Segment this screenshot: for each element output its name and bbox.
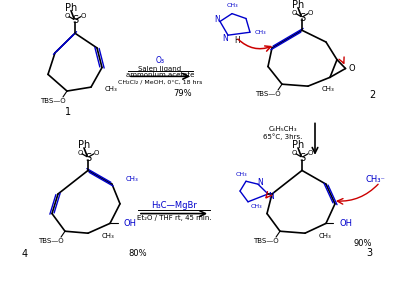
Text: CH₃: CH₃: [254, 30, 266, 35]
Text: Et₂O / THF rt, 45 min.: Et₂O / THF rt, 45 min.: [137, 215, 211, 220]
Text: CH₃: CH₃: [102, 233, 115, 239]
Text: C₆H₅CH₃: C₆H₅CH₃: [269, 126, 297, 132]
Text: 1: 1: [65, 107, 71, 117]
Text: CH₃: CH₃: [226, 3, 238, 8]
Text: TBS—O: TBS—O: [40, 98, 66, 104]
Text: TBS—O: TBS—O: [38, 238, 64, 244]
Text: O: O: [93, 150, 99, 156]
Text: O: O: [64, 13, 70, 19]
Text: 4: 4: [22, 249, 28, 259]
Text: ammonium acetate: ammonium acetate: [126, 72, 194, 78]
Text: CH₃: CH₃: [235, 172, 247, 177]
Text: S: S: [299, 153, 305, 163]
Text: CH₃: CH₃: [322, 86, 335, 92]
Text: TBS—O: TBS—O: [255, 91, 281, 97]
Text: Ph: Ph: [78, 140, 90, 150]
Text: 65°C, 3hrs.: 65°C, 3hrs.: [263, 134, 303, 140]
Text: N: N: [257, 178, 263, 187]
Text: O: O: [348, 64, 355, 73]
Text: O: O: [291, 150, 297, 156]
Text: O: O: [307, 150, 313, 156]
Text: S: S: [85, 153, 91, 163]
Text: S: S: [299, 13, 305, 22]
Text: O: O: [80, 13, 86, 19]
Text: N: N: [222, 34, 228, 43]
Text: CH₂Cl₂ / MeOH, 0°C, 18 hrs: CH₂Cl₂ / MeOH, 0°C, 18 hrs: [118, 80, 202, 85]
Text: Salen ligand: Salen ligand: [138, 65, 182, 72]
Text: OH: OH: [340, 219, 353, 228]
Text: O: O: [291, 10, 297, 16]
Text: H: H: [234, 36, 240, 45]
Text: 3: 3: [366, 248, 372, 258]
Text: CH₃: CH₃: [126, 176, 139, 182]
Text: Ph: Ph: [292, 0, 304, 10]
Text: CH₃: CH₃: [250, 204, 262, 209]
Text: CH₃: CH₃: [319, 233, 332, 239]
Text: O₃: O₃: [156, 56, 164, 65]
Text: Ph: Ph: [65, 3, 77, 13]
Text: 90%: 90%: [354, 239, 372, 248]
Text: TBS—O: TBS—O: [253, 238, 279, 244]
Text: N: N: [268, 192, 274, 201]
Text: OH: OH: [124, 219, 137, 228]
Text: O: O: [307, 10, 313, 16]
Text: 2: 2: [369, 90, 375, 100]
Text: S: S: [72, 15, 78, 25]
Text: CH₃: CH₃: [105, 86, 118, 92]
Text: N: N: [214, 15, 220, 24]
Text: O: O: [77, 150, 83, 156]
Text: H₃C—MgBr: H₃C—MgBr: [151, 201, 197, 210]
Text: 80%: 80%: [128, 249, 147, 258]
Text: CH₃⁻: CH₃⁻: [365, 175, 385, 184]
Text: 79%: 79%: [173, 89, 192, 98]
Text: Ph: Ph: [292, 140, 304, 150]
